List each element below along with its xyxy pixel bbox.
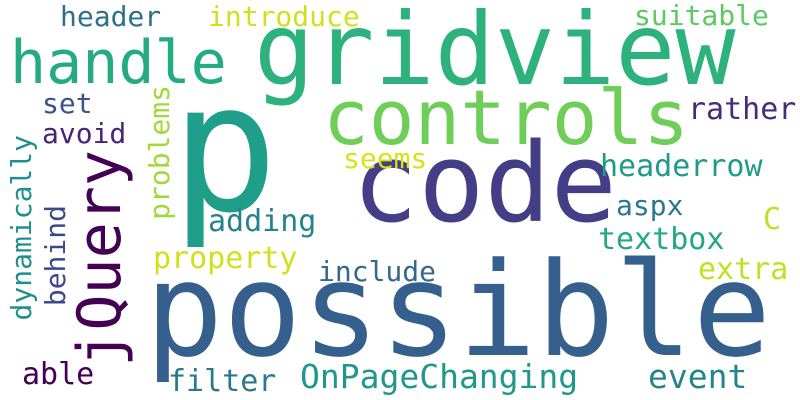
word-able: able bbox=[22, 360, 94, 390]
word-aspx: aspx bbox=[616, 192, 683, 220]
word-jquery: jQuery bbox=[70, 150, 130, 367]
word-handle: handle bbox=[10, 33, 227, 93]
word-include: include bbox=[318, 258, 436, 286]
word-event: event bbox=[648, 360, 747, 393]
word-set: set bbox=[42, 90, 93, 118]
word-suitable: suitable bbox=[634, 2, 769, 30]
word-seems: seems bbox=[343, 145, 427, 173]
word-introduce: introduce bbox=[208, 3, 360, 31]
word-adding: adding bbox=[208, 207, 316, 237]
word-extra: extra bbox=[698, 255, 788, 285]
word-onpagechanging: OnPageChanging bbox=[300, 360, 578, 393]
word-behind: behind bbox=[42, 205, 70, 306]
word-property: property bbox=[153, 244, 298, 274]
word-filter: filter bbox=[168, 367, 276, 397]
word-textbox: textbox bbox=[598, 225, 724, 255]
word-avoid: avoid bbox=[42, 120, 126, 148]
word-headerrow: headerrow bbox=[600, 152, 763, 182]
word-c: C bbox=[763, 205, 781, 235]
word-header: header bbox=[60, 3, 161, 31]
word-problems: problems bbox=[146, 85, 174, 220]
word-rather: rather bbox=[688, 95, 796, 125]
word-dynamically: dynamically bbox=[8, 135, 36, 320]
